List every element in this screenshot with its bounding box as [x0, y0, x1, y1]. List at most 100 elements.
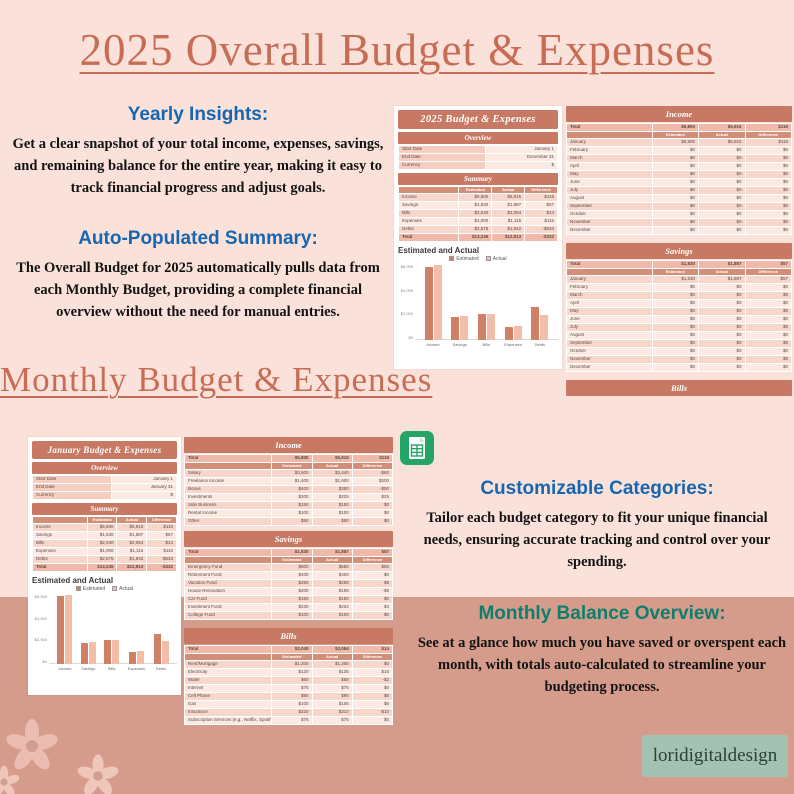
- table-cell: $0: [744, 291, 792, 300]
- table-cell: -$633: [524, 225, 558, 234]
- table-cell: Rental Income: [183, 509, 273, 518]
- bar-estimated: [80, 643, 88, 664]
- table-row: Cell Phone $90 $95 $5: [183, 692, 394, 701]
- table-cell: Estimated: [651, 268, 699, 276]
- table-cell: $2,040: [271, 645, 313, 654]
- table-cell: End Date: [397, 153, 487, 162]
- bar-group: Expenses: [504, 264, 522, 348]
- table-cell: $0: [351, 509, 394, 518]
- table-cell: Actual: [698, 268, 746, 276]
- table-cell: $0: [744, 323, 792, 332]
- table-row: Total $1,830 $1,887 $57: [183, 548, 394, 557]
- table-cell: $106: [311, 700, 353, 709]
- table-cell: August: [566, 194, 653, 203]
- table-cell: $400: [271, 571, 313, 580]
- table-row: Rent/Mortgage $1,200 $1,200 $0: [183, 660, 394, 669]
- table-row: Investments $200 $225 $25: [183, 493, 394, 502]
- table-row: Savings $1,830 $1,887 $57: [32, 531, 177, 540]
- bar-estimated: [504, 327, 513, 340]
- table-cell: $5,915: [491, 193, 526, 202]
- table-cell: $0: [651, 210, 699, 219]
- table-cell: Water: [183, 676, 273, 685]
- table-cell: $135: [311, 668, 353, 677]
- x-tick-label: Expenses: [127, 666, 146, 671]
- legend-label-estimated: Estimated: [82, 586, 106, 592]
- table-row: July $0 $0 $0: [566, 186, 792, 195]
- x-tick-label: Expenses: [504, 342, 522, 347]
- table-cell: $0: [744, 162, 792, 171]
- table-cell: $350: [311, 485, 353, 494]
- table-cell: $5,800: [458, 193, 493, 202]
- table-row: Total $1,830 $1,887 $57: [566, 260, 792, 269]
- table-cell: $1,600: [311, 477, 353, 486]
- table-cell: $: [485, 161, 558, 170]
- table-cell: $5,915: [698, 138, 746, 147]
- table-cell: $0: [651, 307, 699, 316]
- x-tick-label: Bills: [482, 342, 490, 347]
- table-cell: $150: [271, 501, 313, 510]
- table-row: Internet $75 $75 $0: [183, 684, 394, 693]
- yearly-savings-table: Savings Total $1,830 $1,887 $57 Estimated Ac…: [566, 243, 792, 372]
- table-cell: $0: [698, 154, 746, 163]
- table-row: Electricity $120 $135 $15: [183, 668, 394, 677]
- bar-estimated: [477, 314, 486, 340]
- bar-actual: [88, 642, 96, 664]
- table-cell: $25: [351, 493, 394, 502]
- table-cell: $14: [524, 209, 558, 218]
- income-title-bar: Income: [184, 437, 393, 453]
- table-cell: Total: [566, 260, 653, 269]
- table-cell: Total: [183, 548, 273, 557]
- chart-title: Estimated and Actual: [32, 576, 114, 585]
- table-cell: September: [566, 339, 653, 348]
- table-row: March $0 $0 $0: [566, 154, 792, 163]
- bar-group: Debts: [531, 264, 549, 348]
- table-row: Estimated Actual Difference: [397, 186, 558, 194]
- table-row: July $0 $0 $0: [566, 323, 792, 332]
- overview-section-bar: Overview: [398, 132, 558, 144]
- table-row: Retirement Fund $400 $400 $0: [183, 571, 394, 580]
- table-cell: $150: [311, 501, 353, 510]
- table-cell: Difference: [351, 653, 394, 661]
- table-cell: $75: [311, 684, 353, 693]
- y-tick-label: $0: [408, 334, 413, 340]
- table-cell: Total: [566, 123, 653, 132]
- table-cell: August: [566, 331, 653, 340]
- table-cell: $258: [311, 579, 353, 588]
- table-cell: $0: [744, 170, 792, 179]
- table-cell: $0: [744, 283, 792, 292]
- table-cell: $100: [271, 611, 313, 620]
- table-cell: $0: [698, 186, 746, 195]
- table-cell: May: [566, 307, 653, 316]
- table-cell: $12,913: [491, 233, 526, 242]
- estimated-actual-chart: $6,000 $4,000 $2,000 $0 Income Savings Bills E…: [398, 264, 558, 348]
- table-cell: $0: [651, 323, 699, 332]
- table-row: November $0 $0 $0: [566, 218, 792, 227]
- table-cell: Estimated: [651, 131, 699, 139]
- table-cell: July: [566, 186, 653, 195]
- table-cell: $0: [651, 162, 699, 171]
- table-row: August $0 $0 $0: [566, 331, 792, 340]
- table-cell: Actual: [698, 131, 746, 139]
- table-cell: $14: [351, 645, 394, 654]
- table-row: Side Business $150 $150 $0: [183, 501, 394, 510]
- table-cell: $200: [271, 493, 313, 502]
- table-cell: April: [566, 162, 653, 171]
- table-row: End Date January 31: [31, 483, 177, 492]
- table-cell: Insurance: [183, 708, 273, 717]
- table-cell: $0: [744, 315, 792, 324]
- table-cell: Actual: [311, 556, 353, 564]
- legend-item-estimated: Estimated: [75, 586, 106, 592]
- table-row: April $0 $0 $0: [566, 299, 792, 308]
- customizable-heading: Customizable Categories:: [480, 478, 714, 499]
- table-cell: $115: [524, 193, 558, 202]
- table-row: Income $5,800 $5,915 $115: [397, 193, 558, 202]
- income-categories-table: Total $5,800 $5,915 $115 Estimated Actual Dif…: [183, 454, 394, 526]
- table-cell: Difference: [744, 131, 792, 139]
- income-title-bar: Income: [566, 106, 792, 122]
- table-cell: Difference: [524, 186, 558, 194]
- table-row: March $0 $0 $0: [566, 291, 792, 300]
- table-cell: $0: [698, 347, 746, 356]
- savings-categories-table: Total $1,830 $1,887 $57 Estimated Actual Diff…: [183, 548, 394, 620]
- bar-estimated: [424, 267, 433, 340]
- table-cell: $150: [271, 595, 313, 604]
